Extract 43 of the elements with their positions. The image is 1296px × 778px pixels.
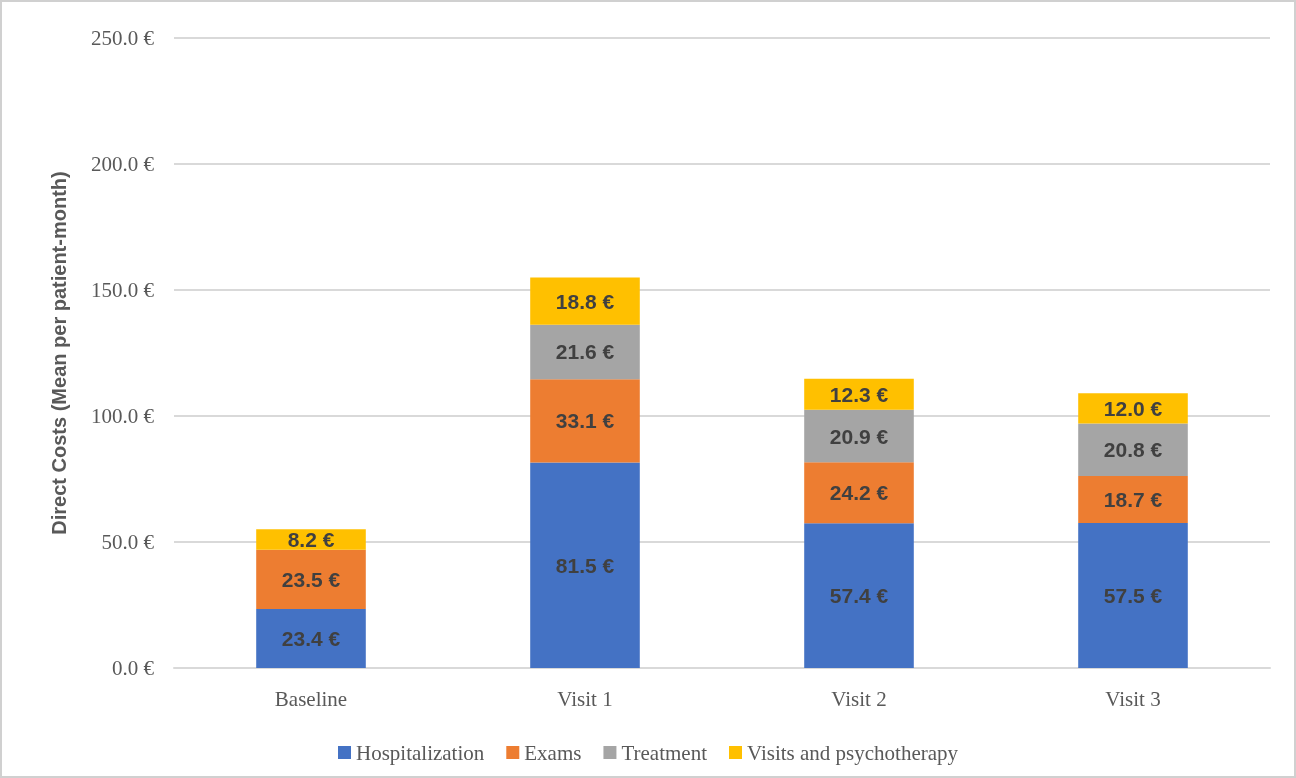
x-tick-label: Visit 2 — [831, 686, 887, 711]
bar — [256, 609, 366, 668]
y-tick-label: 250.0 € — [91, 26, 155, 50]
bar — [530, 277, 640, 325]
y-tick-label: 100.0 € — [91, 404, 155, 428]
data-label: 24.2 € — [829, 481, 889, 505]
data-label: 20.8 € — [1103, 438, 1163, 462]
bar — [1078, 393, 1188, 424]
bar — [1078, 523, 1188, 668]
bar — [530, 379, 640, 463]
bar — [530, 324, 640, 380]
y-axis-title: Direct Costs (Mean per patient-month) — [48, 171, 70, 535]
x-tick-label: Baseline — [274, 686, 348, 711]
data-label: 12.3 € — [829, 382, 889, 406]
data-label: 81.5 € — [555, 553, 615, 577]
bar — [804, 409, 914, 463]
bar — [256, 549, 366, 610]
bar — [1078, 423, 1188, 476]
legend-label: Exams — [524, 740, 582, 765]
bar — [530, 462, 640, 668]
legend-label: Visits and psychotherapy — [746, 740, 959, 765]
y-tick-label: 150.0 € — [91, 278, 155, 302]
data-label: 8.2 € — [287, 527, 335, 551]
data-label: 20.9 € — [829, 424, 889, 448]
y-tick-label: 50.0 € — [101, 530, 155, 554]
legend-label: Treatment — [621, 740, 708, 765]
data-label: 18.7 € — [1103, 488, 1163, 512]
data-label: 23.5 € — [281, 567, 341, 591]
data-label: 57.4 € — [829, 584, 889, 608]
bar — [1078, 475, 1188, 524]
legend-label: Hospitalization — [355, 740, 485, 765]
x-tick-label: Visit 1 — [557, 686, 613, 711]
data-label: 12.0 € — [1103, 396, 1163, 420]
data-label: 18.8 € — [555, 289, 615, 313]
data-label: 23.4 € — [281, 627, 341, 651]
y-tick-label: 0.0 € — [112, 656, 155, 680]
data-label: 33.1 € — [555, 409, 615, 433]
y-tick-label: 200.0 € — [91, 152, 155, 176]
x-tick-label: Visit 3 — [1105, 686, 1161, 711]
bar — [804, 462, 914, 524]
bar — [804, 523, 914, 668]
data-label: 57.5 € — [1103, 584, 1163, 608]
data-label: 21.6 € — [555, 340, 615, 364]
